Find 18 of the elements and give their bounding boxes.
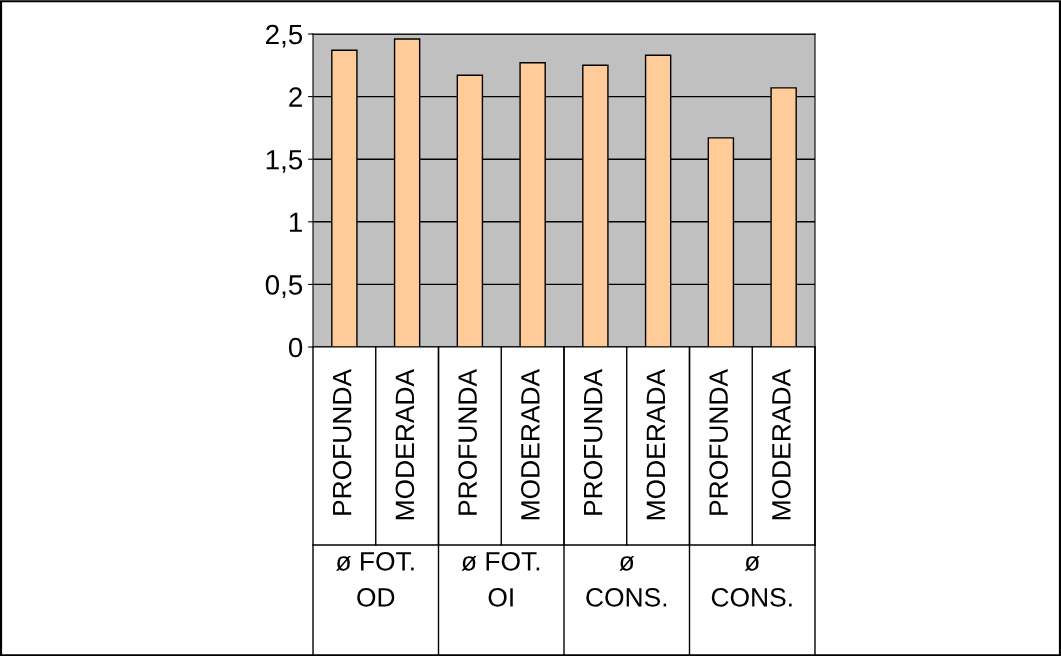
x-tick-label: MODERADA [646,368,666,520]
text: ø FOT. OD [336,551,414,607]
y-tick-label: 0 [288,337,303,358]
x-tick-label: PROFUNDA [709,368,728,515]
text: ø FOT. OI [461,551,540,607]
x-tick-label: MODERADA [772,368,791,520]
y-tick-label: 0,5 [265,275,303,299]
x-tick-label: MODERADA [521,368,540,520]
y-tick-label: 2 [289,87,302,107]
x-tick-label: PROFUNDA [458,368,477,515]
x-tick-label: PROFUNDA [332,368,352,515]
text: ø CONS. [586,556,667,607]
x-tick-label: PROFUNDA [583,368,603,515]
y-tick-label: 1 [289,212,302,232]
text: ø CONS. [711,556,792,607]
y-tick-label: 2,5 [266,24,303,48]
y-tick-label: 1,5 [266,150,303,173]
x-tick-label: MODERADA [395,368,415,520]
